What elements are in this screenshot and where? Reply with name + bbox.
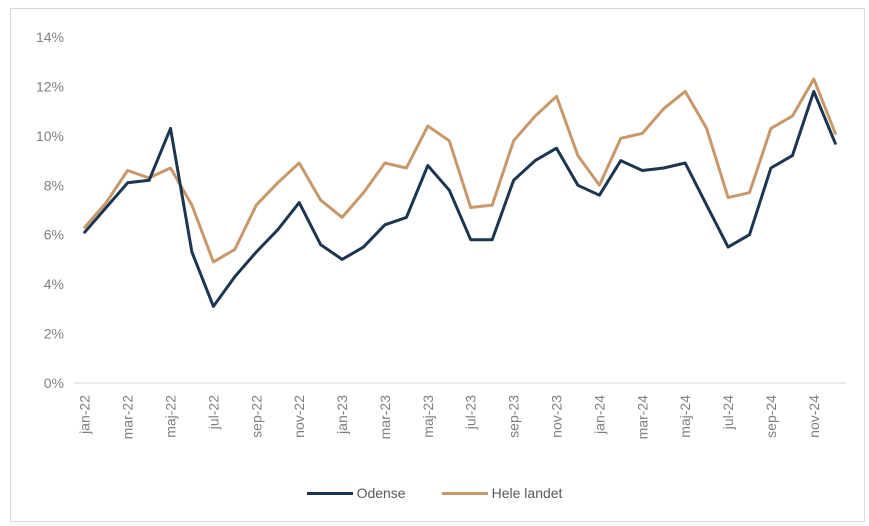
y-tick-label: 14% xyxy=(36,29,64,45)
y-tick-label: 12% xyxy=(36,78,64,94)
x-tick-label: mar-23 xyxy=(377,395,393,440)
x-tick-label: jan-23 xyxy=(334,395,350,435)
series-line-odense xyxy=(83,89,837,308)
legend-label-odense: Odense xyxy=(356,485,406,501)
x-tick-label: jul-24 xyxy=(720,395,736,430)
x-tick-label: nov-23 xyxy=(549,395,565,438)
legend-item-odense: Odense xyxy=(306,485,406,501)
series-line-hele-landet xyxy=(83,77,837,264)
x-tick-label: nov-24 xyxy=(806,395,822,438)
x-tick-label: sep-22 xyxy=(248,395,264,438)
x-tick-label: jul-22 xyxy=(205,395,221,430)
y-axis-labels: 0% 2% 4% 6% 8% 10% 12% 14% xyxy=(36,29,64,391)
x-tick-label: mar-22 xyxy=(120,395,136,440)
legend: Odense Hele landet xyxy=(0,483,869,503)
legend-label-hele-landet: Hele landet xyxy=(491,485,563,501)
x-tick-label: sep-23 xyxy=(506,395,522,438)
y-tick-label: 8% xyxy=(44,177,64,193)
y-tick-label: 10% xyxy=(36,128,64,144)
x-axis-labels: jan-22 mar-22 maj-22 jul-22 sep-22 nov-22 jan-… xyxy=(77,395,822,440)
x-tick-label: mar-24 xyxy=(634,395,650,440)
x-tick-label: nov-22 xyxy=(291,395,307,438)
x-tick-label: maj-24 xyxy=(677,395,693,438)
legend-item-hele-landet: Hele landet xyxy=(441,485,563,501)
legend-swatch-odense xyxy=(306,491,353,495)
x-tick-label: jan-24 xyxy=(591,395,607,435)
series-lines xyxy=(83,77,837,308)
x-tick-label: maj-22 xyxy=(163,395,179,438)
legend-swatch-hele-landet xyxy=(441,491,488,495)
y-tick-label: 2% xyxy=(44,326,64,342)
y-tick-label: 0% xyxy=(44,375,64,391)
y-tick-label: 6% xyxy=(44,227,64,243)
x-tick-label: sep-24 xyxy=(763,395,779,438)
chart-frame xyxy=(10,8,865,522)
y-tick-label: 4% xyxy=(44,276,64,292)
x-tick-label: jul-23 xyxy=(463,395,479,430)
x-tick-label: maj-23 xyxy=(420,395,436,438)
x-tick-label: jan-22 xyxy=(77,395,93,435)
